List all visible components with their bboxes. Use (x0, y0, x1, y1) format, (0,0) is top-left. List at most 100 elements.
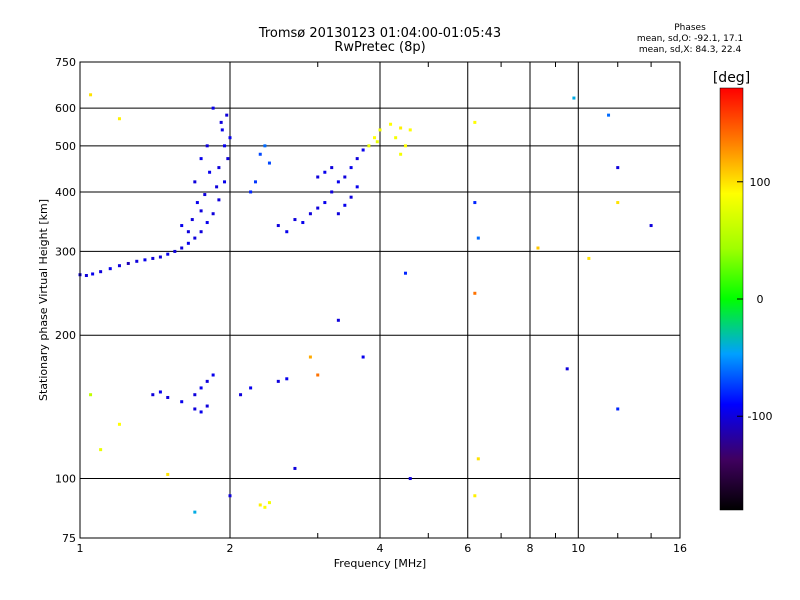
echo-point (301, 221, 305, 225)
x-tick-label: 16 (673, 542, 687, 555)
echo-point (293, 466, 297, 470)
y-tick-label: 400 (55, 186, 76, 199)
echo-point (276, 379, 280, 383)
echo-point (211, 212, 215, 216)
echo-point (108, 267, 112, 271)
echo-point (193, 180, 197, 184)
echo-point (190, 218, 194, 222)
y-tick-label: 100 (55, 473, 76, 486)
echo-point (267, 501, 271, 505)
echo-point (323, 170, 327, 174)
echo-point (403, 144, 407, 148)
y-tick-label: 600 (55, 102, 76, 115)
echo-point (373, 136, 377, 140)
echo-point (267, 161, 271, 165)
echo-point (316, 373, 320, 377)
echo-point (389, 122, 393, 126)
echo-point (355, 157, 359, 161)
echo-point (361, 148, 365, 152)
echo-point (285, 377, 289, 381)
echo-point (616, 407, 620, 411)
echo-point (158, 255, 162, 259)
echo-point (208, 170, 212, 174)
chart-title: Tromsø 20130123 01:04:00-01:05:43 (258, 26, 502, 41)
echo-point (89, 393, 93, 397)
echo-point (205, 144, 209, 148)
echo-point (367, 144, 371, 148)
x-tick-label: 2 (227, 542, 234, 555)
echo-point (607, 113, 611, 117)
echo-point (199, 209, 203, 213)
echo-point (378, 128, 382, 132)
echo-point (99, 270, 103, 274)
phases-x-mode: mean, sd,X: 84.3, 22.4 (638, 45, 742, 55)
data-points (78, 93, 653, 514)
y-tick-label: 200 (55, 329, 76, 342)
chart-subtitle: RwPretec (8p) (334, 40, 426, 55)
colorbar-label: [deg] (713, 70, 750, 86)
echo-point (330, 166, 334, 170)
echo-point (394, 136, 398, 140)
echo-point (473, 201, 477, 205)
echo-point (375, 140, 379, 144)
colorbar-tick-label: 100 (750, 176, 771, 189)
plot-frame (79, 61, 681, 539)
echo-point (316, 175, 320, 179)
echo-point (253, 180, 257, 184)
echo-point (228, 494, 232, 498)
grid-lines (80, 62, 680, 538)
echo-point (166, 472, 170, 476)
echo-point (151, 256, 155, 260)
echo-point (399, 152, 403, 156)
echo-point (151, 393, 155, 397)
phases-header: Phases (674, 23, 706, 33)
x-tick-label: 1 (77, 542, 84, 555)
echo-point (263, 505, 267, 509)
echo-point (226, 157, 230, 161)
echo-point (276, 224, 280, 228)
echo-point (91, 272, 95, 276)
echo-point (473, 120, 477, 124)
echo-point (361, 355, 365, 359)
echo-point (473, 291, 477, 295)
x-axis-label: Frequency [MHz] (334, 557, 426, 570)
echo-point (249, 190, 253, 194)
echo-point (343, 175, 347, 179)
echo-point (99, 448, 103, 452)
colorbar-tick-label: 0 (757, 293, 764, 306)
echo-point (316, 206, 320, 210)
echo-point (158, 390, 162, 394)
echo-point (193, 510, 197, 514)
axis-ticks: 1 2 4 6 8 10 16 75 100 200 300 400 500 600 750 (55, 56, 687, 555)
phases-o-mode: mean, sd,O: -92.1, 17.1 (636, 34, 744, 44)
echo-point (536, 246, 540, 250)
echo-point (476, 457, 480, 461)
echo-point (205, 404, 209, 408)
echo-point (616, 201, 620, 205)
echo-point (205, 221, 209, 225)
echo-point (215, 185, 219, 189)
echo-point (193, 393, 197, 397)
echo-point (84, 274, 88, 278)
echo-point (180, 400, 184, 404)
echo-point (258, 152, 262, 156)
echo-point (143, 258, 147, 262)
echo-point (199, 386, 203, 390)
echo-point (166, 395, 170, 399)
x-tick-label: 8 (527, 542, 534, 555)
echo-point (117, 422, 121, 426)
echo-point (205, 379, 209, 383)
echo-point (228, 136, 232, 140)
echo-point (126, 261, 130, 265)
echo-point (336, 212, 340, 216)
echo-point (308, 355, 312, 359)
echo-point (173, 249, 177, 253)
echo-point (408, 477, 412, 481)
echo-point (323, 201, 327, 205)
echo-point (180, 224, 184, 228)
echo-point (249, 386, 253, 390)
echo-point (308, 212, 312, 216)
echo-point (565, 367, 569, 371)
